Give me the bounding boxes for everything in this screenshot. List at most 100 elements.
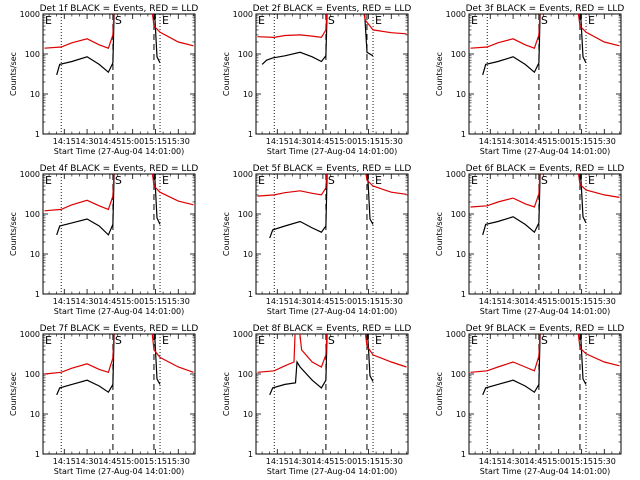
panel-title: Det 8f BLACK = Events, RED = LLD	[253, 324, 412, 334]
marker-label-end: E	[375, 174, 382, 187]
plot-frame	[42, 173, 196, 295]
x-tick-label: 15:30	[593, 297, 616, 306]
x-tick-label: 15:30	[167, 457, 190, 466]
panel-title: Det 3f BLACK = Events, RED = LLD	[466, 4, 625, 14]
x-tick-label: 15:30	[167, 297, 190, 306]
x-tick-label: 14:30	[76, 457, 99, 466]
marker-label-end: E	[375, 334, 382, 347]
series-events	[56, 334, 161, 396]
y-axis-label: Counts/sec	[222, 372, 231, 416]
x-tick-label: 15:15	[144, 457, 167, 466]
y-axis-label: Counts/sec	[9, 372, 18, 416]
y-tick-label: 1	[35, 130, 40, 139]
x-tick-label: 14:30	[502, 297, 525, 306]
series-events	[269, 334, 374, 396]
x-tick-label: 14:15	[479, 297, 502, 306]
y-tick-label: 1	[35, 290, 40, 299]
y-tick-label: 10	[30, 250, 40, 259]
marker-label-end: E	[375, 14, 382, 27]
marker-label-mid: S	[328, 334, 335, 347]
y-tick-label: 1000	[446, 10, 466, 19]
y-tick-label: 100	[451, 210, 466, 219]
x-tick-label: 15:00	[334, 457, 357, 466]
series-lld	[470, 174, 620, 208]
x-axis-label: Start Time (27-Aug-04 14:01:00)	[267, 147, 398, 156]
x-tick-label: 15:15	[144, 297, 167, 306]
x-tick-label: 14:45	[524, 297, 547, 306]
x-tick-label: 14:45	[524, 457, 547, 466]
y-tick-label: 100	[25, 210, 40, 219]
x-axis-label: Start Time (27-Aug-04 14:01:00)	[267, 307, 398, 316]
marker-label-end: E	[162, 14, 169, 27]
marker-label-start: E	[471, 14, 478, 27]
y-axis-label: Counts/sec	[9, 212, 18, 256]
x-tick-label: 15:00	[547, 137, 570, 146]
marker-label-start: E	[258, 334, 265, 347]
plot-frame	[42, 333, 196, 455]
y-tick-label: 10	[243, 410, 253, 419]
x-tick-label: 14:45	[311, 137, 334, 146]
series-lld	[470, 14, 620, 49]
panel-title: Det 2f BLACK = Events, RED = LLD	[253, 4, 412, 14]
marker-label-mid: S	[541, 334, 548, 347]
series-events	[261, 14, 374, 65]
y-tick-label: 1000	[233, 330, 253, 339]
x-tick-label: 14:15	[266, 137, 289, 146]
x-tick-label: 14:30	[289, 457, 312, 466]
x-tick-label: 14:30	[502, 457, 525, 466]
plot-frame	[468, 173, 622, 295]
y-tick-label: 1	[461, 130, 466, 139]
x-axis-label: Start Time (27-Aug-04 14:01:00)	[267, 467, 398, 476]
x-tick-label: 15:00	[121, 457, 144, 466]
x-tick-label: 15:15	[144, 137, 167, 146]
x-tick-label: 14:15	[479, 137, 502, 146]
y-tick-label: 1	[35, 450, 40, 459]
series-events	[482, 14, 587, 76]
x-tick-label: 15:00	[334, 297, 357, 306]
panel-det-5: Det 5f BLACK = Events, RED = LLD 1 10 100 10…	[222, 164, 412, 316]
x-tick-label: 15:30	[380, 457, 403, 466]
panel-title: Det 5f BLACK = Events, RED = LLD	[253, 164, 412, 174]
panel-title: Det 6f BLACK = Events, RED = LLD	[466, 164, 625, 174]
x-tick-label: 15:15	[570, 297, 593, 306]
x-tick-label: 15:30	[593, 137, 616, 146]
y-tick-label: 100	[25, 370, 40, 379]
marker-label-start: E	[45, 14, 52, 27]
marker-label-mid: S	[115, 14, 122, 27]
y-tick-label: 100	[25, 50, 40, 59]
panel-det-1: Det 1f BLACK = Events, RED = LLD 1 10 100 10…	[9, 4, 198, 156]
panel-det-6: Det 6f BLACK = Events, RED = LLD 1 10 100 10…	[435, 164, 625, 316]
series-lld	[470, 334, 620, 373]
x-tick-label: 14:30	[76, 297, 99, 306]
y-tick-label: 1	[248, 130, 253, 139]
marker-label-start: E	[45, 334, 52, 347]
x-tick-label: 14:45	[524, 137, 547, 146]
marker-label-mid: S	[541, 14, 548, 27]
y-tick-label: 100	[238, 210, 253, 219]
x-tick-label: 14:45	[98, 137, 121, 146]
panel-det-8: Det 8f BLACK = Events, RED = LLD 1 10 100 10…	[222, 324, 412, 476]
marker-label-mid: S	[115, 334, 122, 347]
panel-title: Det 7f BLACK = Events, RED = LLD	[40, 324, 199, 334]
marker-label-mid: S	[541, 174, 548, 187]
panel-det-9: Det 9f BLACK = Events, RED = LLD 1 10 100 10…	[435, 324, 624, 476]
x-tick-label: 15:00	[121, 297, 144, 306]
marker-label-start: E	[471, 174, 478, 187]
x-tick-label: 15:15	[357, 457, 380, 466]
y-axis-label: Counts/sec	[435, 212, 444, 256]
y-axis-label: Counts/sec	[9, 52, 18, 96]
x-axis-label: Start Time (27-Aug-04 14:01:00)	[54, 147, 185, 156]
y-tick-label: 1000	[233, 10, 253, 19]
x-tick-label: 14:45	[98, 457, 121, 466]
x-tick-label: 14:15	[53, 457, 76, 466]
x-tick-label: 15:30	[593, 457, 616, 466]
x-tick-label: 14:15	[53, 137, 76, 146]
marker-label-end: E	[162, 174, 169, 187]
marker-label-start: E	[258, 14, 265, 27]
x-tick-label: 15:30	[167, 137, 190, 146]
series-events	[56, 174, 161, 236]
x-tick-label: 15:00	[334, 137, 357, 146]
x-tick-label: 15:00	[121, 137, 144, 146]
marker-label-mid: S	[328, 174, 335, 187]
